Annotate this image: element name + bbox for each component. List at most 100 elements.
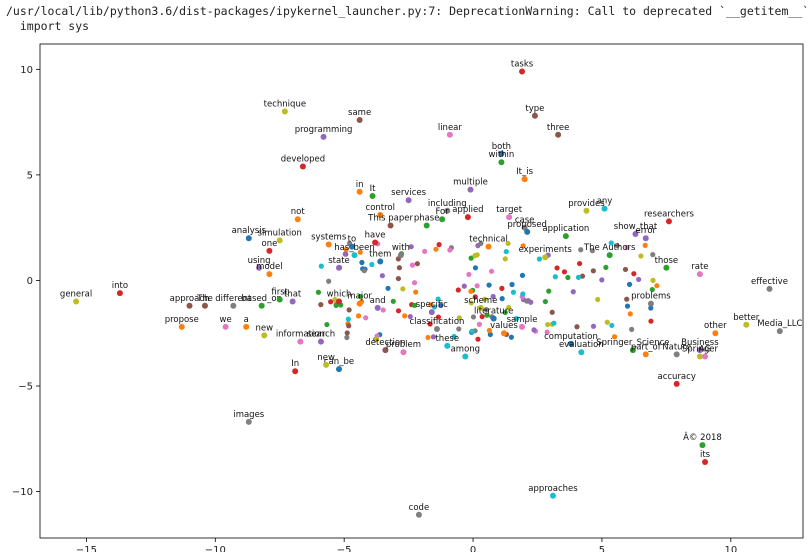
cluster-point (565, 274, 571, 281)
x-tick-label: −10 (205, 545, 226, 552)
point-label: provides (568, 199, 605, 209)
scatter-point (642, 351, 649, 358)
scatter-point (377, 258, 384, 265)
scatter-point (673, 380, 680, 387)
scatter-point (500, 330, 507, 337)
scatter-point (387, 222, 394, 229)
point-label: values (490, 321, 518, 331)
scatter-point (116, 290, 123, 297)
point-label: evaluation (559, 340, 604, 350)
cluster-point (549, 309, 555, 315)
point-label: and (370, 296, 386, 306)
cluster-point (430, 334, 437, 340)
cluster-point (425, 334, 431, 341)
point-label: one (262, 239, 278, 249)
cluster-point (554, 265, 560, 271)
x-tick-label: −15 (76, 545, 97, 552)
point-label: any (597, 197, 613, 207)
scatter-point (292, 368, 299, 375)
cluster-point (608, 240, 614, 246)
scatter-point (73, 298, 80, 305)
warning-line-1: /usr/local/lib/python3.6/dist-packages/i… (6, 4, 806, 18)
scatter-point (222, 323, 229, 330)
cluster-point (346, 307, 352, 313)
scatter-point (405, 197, 412, 204)
y-tick-label: 0 (27, 276, 33, 287)
scatter-point (372, 239, 379, 246)
scatter-point (477, 304, 484, 311)
cluster-point (595, 296, 601, 303)
scatter-point (281, 108, 288, 115)
point-label: first (271, 287, 288, 297)
cluster-point (468, 288, 474, 295)
cluster-point (499, 285, 505, 291)
point-label: specific (416, 300, 448, 310)
scatter-point (712, 330, 719, 337)
scatter-point (521, 176, 528, 183)
cluster-point (328, 299, 334, 305)
cluster-point (627, 311, 633, 317)
scatter-point (776, 328, 783, 335)
cluster-point (603, 264, 609, 270)
cluster-point (315, 289, 322, 295)
scatter-point (439, 216, 446, 223)
cluster-point (408, 244, 414, 250)
x-tick-label: 5 (599, 545, 605, 552)
y-tick-label: −5 (18, 382, 33, 393)
cluster-point (513, 316, 520, 322)
cluster-point (396, 265, 403, 271)
scatter-point (382, 347, 389, 354)
point-label: not (291, 207, 306, 217)
point-label: model (256, 262, 282, 272)
cluster-point (575, 274, 582, 280)
scatter-point (506, 214, 513, 221)
cluster-point (474, 283, 480, 289)
point-label: The Authors (583, 243, 636, 253)
scatter-point (464, 214, 471, 221)
cluster-point (490, 293, 496, 300)
cluster-point (357, 293, 364, 300)
point-label: technique (264, 100, 306, 110)
cluster-point (520, 291, 526, 297)
point-label: case (515, 216, 535, 226)
scatter-point (498, 150, 505, 157)
cluster-point (589, 248, 595, 254)
scatter-point (245, 418, 252, 425)
scatter-point (377, 212, 384, 218)
point-label: applied (452, 205, 483, 215)
cluster-point (344, 330, 350, 336)
cluster-point (629, 326, 635, 332)
scatter-point (642, 235, 649, 242)
cluster-point (472, 253, 478, 259)
cluster-point (466, 271, 472, 278)
point-label: proposed (507, 220, 547, 230)
point-label: This paper (367, 214, 413, 224)
cluster-point (510, 289, 517, 295)
scatter-point (562, 233, 569, 240)
cluster-point (435, 296, 441, 302)
scatter-point (356, 188, 363, 195)
cluster-point (542, 298, 548, 305)
scatter-point (696, 347, 703, 354)
cluster-point (508, 334, 514, 340)
x-tick-label: 0 (470, 545, 476, 552)
point-label: AG (699, 344, 711, 354)
cluster-point (373, 336, 380, 342)
cluster-point (503, 248, 509, 255)
point-label: Springer (682, 344, 719, 354)
scatter-point (348, 243, 355, 250)
point-label: Springer_Science (596, 338, 669, 348)
point-label: computation (544, 332, 598, 342)
cluster-point (520, 243, 526, 249)
cluster-point (484, 312, 490, 318)
point-label: linear (438, 123, 463, 133)
scatter-point (276, 237, 283, 244)
point-label: phase (414, 214, 440, 224)
cluster-point (468, 300, 474, 306)
cluster-point (609, 322, 615, 329)
cluster-point (413, 289, 419, 295)
point-label: Business (681, 338, 719, 348)
point-label: better (733, 313, 760, 323)
cluster-point (531, 327, 537, 333)
scatter-point (444, 342, 451, 349)
